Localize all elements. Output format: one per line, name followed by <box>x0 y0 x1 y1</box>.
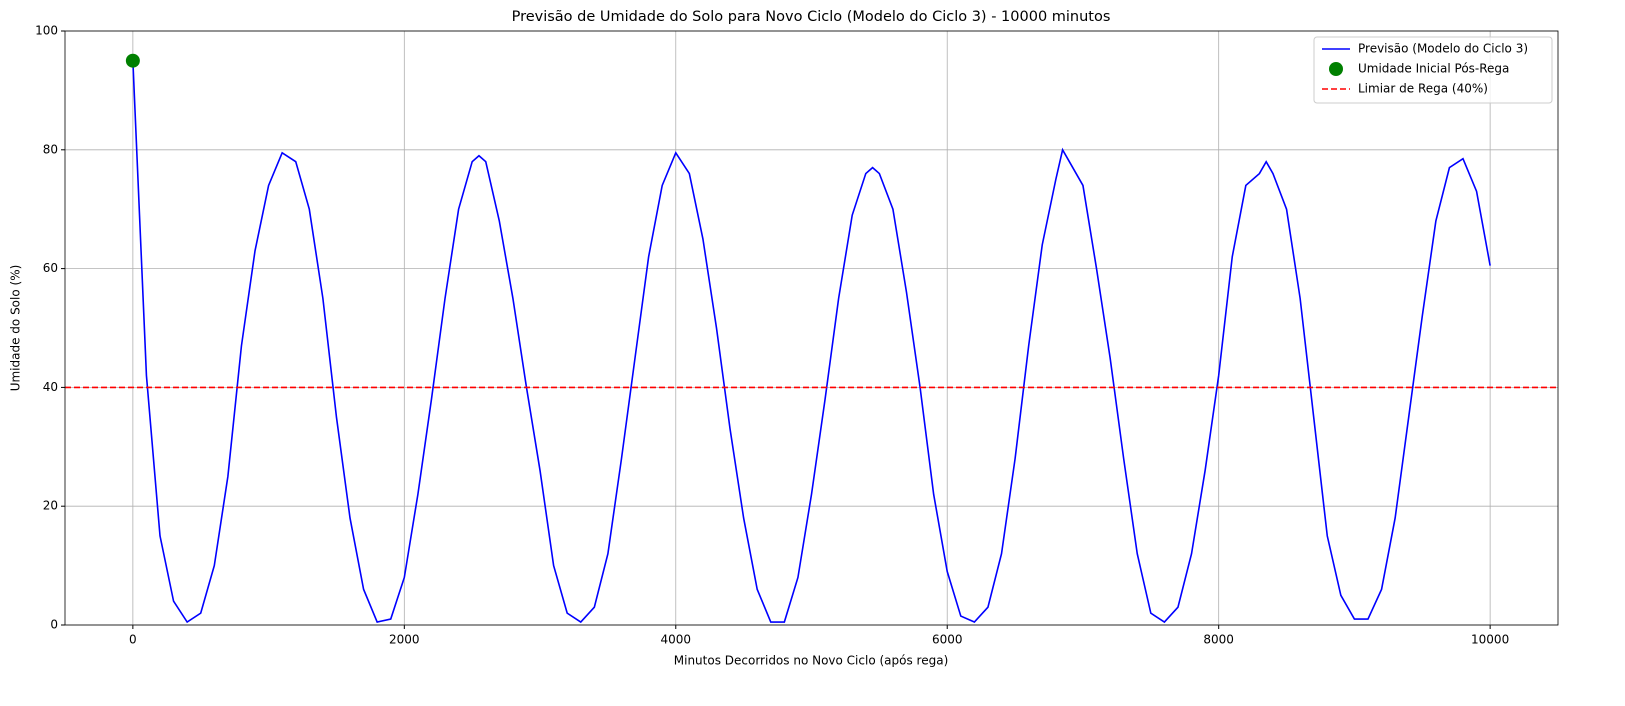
line <box>132 60 1491 624</box>
legend-label: Limiar de Rega (40%) <box>1358 82 1488 96</box>
y-tick-label: 0 <box>50 618 58 632</box>
y-tick-label: 60 <box>43 261 58 275</box>
plot-frame <box>64 30 1559 626</box>
y-tick-label: 40 <box>43 380 58 394</box>
legend: Previsão (Modelo do Ciclo 3) Umidade Inic… <box>1313 36 1553 104</box>
point <box>125 53 140 68</box>
y-tick-label: 100 <box>35 24 58 38</box>
x-tick-label: 0 <box>129 633 137 647</box>
x-tick-label: 6000 <box>932 633 963 647</box>
x-tick-label: 8000 <box>1203 633 1234 647</box>
legend-swatch <box>1329 62 1343 76</box>
y-tick-label: 20 <box>43 499 58 513</box>
x-tick-label: 2000 <box>389 633 420 647</box>
x-tick-label: 4000 <box>660 633 691 647</box>
x-axis-label: Minutos Decorridos no Novo Ciclo (após r… <box>674 654 949 668</box>
legend-label: Previsão (Modelo do Ciclo 3) <box>1358 42 1528 56</box>
y-axis-label: Umidade do Solo (%) <box>9 265 23 392</box>
legend-box <box>1313 36 1553 104</box>
x-tick-label: 10000 <box>1471 633 1509 647</box>
y-tick-label: 80 <box>43 142 58 156</box>
chart-title: Previsão de Umidade do Solo para Novo Ci… <box>512 9 1111 25</box>
legend-label: Umidade Inicial Pós-Rega <box>1358 62 1509 76</box>
